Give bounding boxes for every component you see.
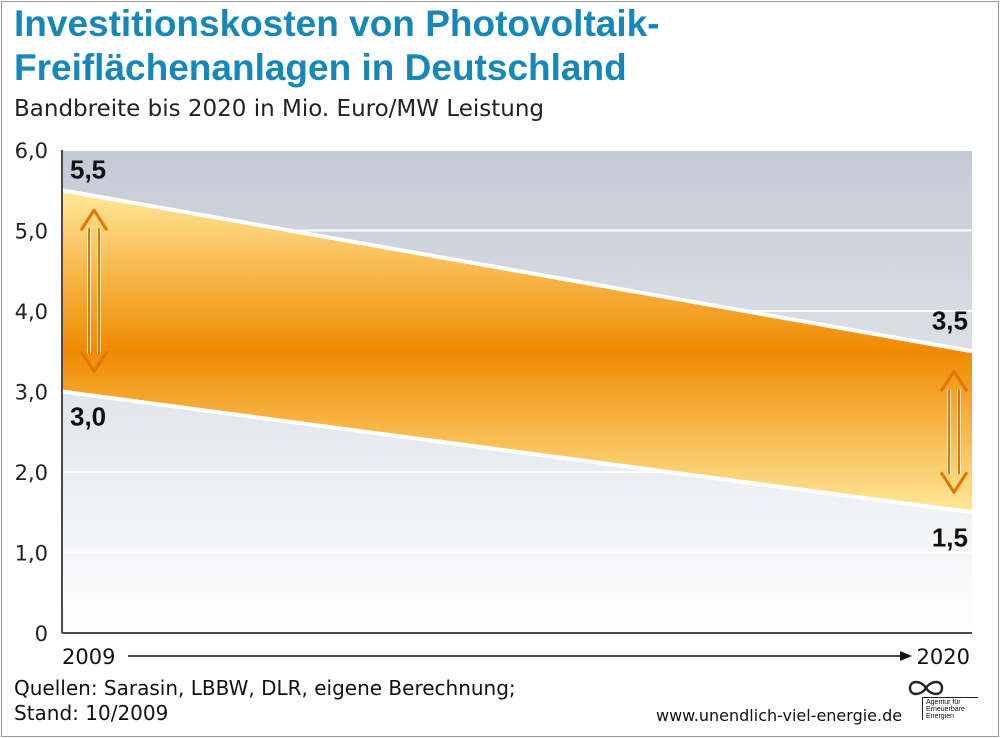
cost-band-area [62,190,972,513]
data-value-label: 3,0 [70,402,106,432]
website-link[interactable]: www.unendlich-viel-energie.de [656,706,903,725]
data-value-label: 3,5 [932,305,968,335]
x-tick-label: 2020 [917,645,970,669]
lower-boundary-line [61,389,973,515]
publisher-logo: Agentur für Erneuerbare Energien [906,676,988,726]
y-tick-label: 5,0 [15,220,48,244]
y-tick-label: 0 [35,622,48,646]
chart-subtitle: Bandbreite bis 2020 in Mio. Euro/MW Leis… [14,96,545,122]
y-tick-label: 1,0 [15,542,48,566]
y-tick-label: 6,0 [15,139,48,163]
x-tick-label: 2009 [62,645,115,669]
logo-text: Agentur für Erneuerbare Energien [922,697,978,720]
range-arrow-2020-shaft [948,389,960,475]
source-line-1: Quellen: Sarasin, LBBW, DLR, eigene Bere… [14,676,516,700]
range-arrow-2020-head-up [939,369,969,393]
y-tick-label: 3,0 [15,381,48,405]
range-arrow-2009-head-up [79,208,109,232]
upper-boundary-line [61,188,973,354]
title-line-1: Investitionskosten von Photovoltaik- [14,3,660,44]
infinity-logo-icon [908,680,944,696]
chart-title: Investitionskosten von Photovoltaik- Fre… [14,2,660,90]
source-line-2: Stand: 10/2009 [14,701,169,725]
source-note: Quellen: Sarasin, LBBW, DLR, eigene Bere… [14,676,516,726]
y-tick-label: 2,0 [15,461,48,485]
range-arrow-2020-head-down [939,471,969,494]
title-line-2: Freiflächenanlagen in Deutschland [14,47,627,88]
range-arrow-2009-shaft [88,228,100,354]
y-tick-label: 4,0 [15,300,48,324]
data-value-label: 5,5 [70,154,106,184]
data-value-label: 1,5 [932,522,968,552]
time-arrow-head [900,651,912,661]
range-arrow-2009-head-down [79,350,109,373]
